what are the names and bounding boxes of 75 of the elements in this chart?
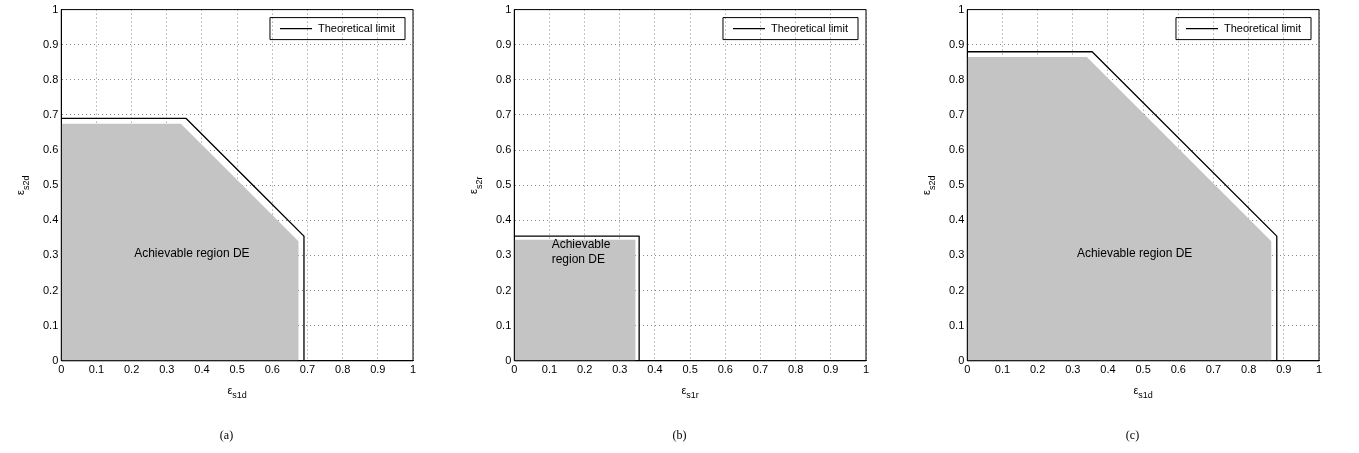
- y-tick-label: 0.3: [948, 248, 965, 261]
- y-tick-label: 0.2: [495, 283, 512, 296]
- y-tick-label: 0.1: [948, 318, 965, 331]
- y-tick-label: 1: [505, 2, 512, 15]
- x-tick-label: 0.4: [194, 363, 210, 376]
- x-tick-label: 0.5: [1135, 363, 1151, 376]
- x-tick-label: 1: [862, 363, 870, 376]
- y-tick-label: 1: [958, 2, 965, 15]
- y-tick-label: 0.3: [42, 248, 59, 261]
- x-tick-label: 0.2: [576, 363, 593, 376]
- x-tick-label: 0.8: [1241, 363, 1257, 376]
- y-tick-label: 0.4: [495, 213, 512, 226]
- y-tick-label: 0: [958, 353, 965, 366]
- y-tick-label: 0.6: [495, 143, 512, 156]
- x-tick-label: 0.8: [335, 363, 351, 376]
- y-tick-label: 0.9: [495, 37, 512, 50]
- annotation: Achievable region DE: [1076, 245, 1193, 260]
- y-tick-label: 0.4: [948, 213, 965, 226]
- text: (a): [218, 428, 235, 443]
- y-tick-label: 0.8: [948, 72, 965, 85]
- y-tick-label: 0.7: [42, 107, 59, 120]
- y-tick-label: 0.9: [948, 37, 965, 50]
- x-tick-label: 0.5: [682, 363, 698, 376]
- x-tick-label: 0.1: [88, 363, 105, 376]
- x-tick-label: 0.6: [264, 363, 280, 376]
- x-tick-label: 0.4: [647, 363, 663, 376]
- legend-label: Theoretical limit: [317, 21, 396, 34]
- x-tick-label: 0.1: [541, 363, 558, 376]
- y-tick-label: 0.8: [495, 72, 512, 85]
- y-tick-label: 0.6: [42, 143, 59, 156]
- y-tick-label: 0.8: [42, 72, 59, 85]
- y-tick-label: 1: [52, 2, 59, 15]
- x-tick-label: 0.7: [299, 363, 316, 376]
- y-axis-title: εs2r: [467, 176, 484, 194]
- y-tick-label: 0.9: [42, 37, 59, 50]
- annotation: Achievable region DE: [134, 245, 250, 260]
- x-tick-label: 0.3: [1065, 363, 1081, 376]
- x-tick-label: 0.2: [123, 363, 140, 376]
- annotation: Achievable region DE: [551, 236, 611, 266]
- x-tick-label: 0.9: [370, 363, 386, 376]
- x-tick-label: 0.9: [823, 363, 839, 376]
- x-tick-label: 0.4: [1100, 363, 1116, 376]
- y-tick-label: 0.6: [948, 143, 965, 156]
- x-tick-label: 0.9: [1276, 363, 1292, 376]
- legend-label: Theoretical limit: [770, 21, 849, 34]
- y-tick-label: 0.2: [42, 283, 59, 296]
- y-tick-label: 0.1: [495, 318, 512, 331]
- y-tick-label: 0.2: [948, 283, 965, 296]
- y-tick-label: 0.5: [948, 178, 965, 191]
- x-tick-label: 0.7: [1205, 363, 1222, 376]
- x-tick-label: 0.7: [752, 363, 769, 376]
- y-tick-label: 0.7: [948, 107, 965, 120]
- y-tick-label: 0.7: [495, 107, 512, 120]
- y-tick-label: 0.3: [495, 248, 512, 261]
- x-tick-label: 0.1: [994, 363, 1011, 376]
- x-tick-label: 1: [1315, 363, 1323, 376]
- y-tick-label: 0.1: [42, 318, 59, 331]
- x-tick-label: 0.8: [788, 363, 804, 376]
- y-tick-label: 0.5: [495, 178, 512, 191]
- y-tick-label: 0: [52, 353, 59, 366]
- legend-label: Theoretical limit: [1223, 21, 1302, 34]
- x-tick-label: 0.3: [612, 363, 628, 376]
- x-tick-label: 0.2: [1029, 363, 1046, 376]
- text: (b): [671, 428, 688, 443]
- x-tick-label: 0.3: [159, 363, 175, 376]
- y-axis-title: εs2d: [14, 175, 31, 195]
- x-tick-label: 0.6: [1170, 363, 1186, 376]
- x-tick-label: 0.5: [229, 363, 245, 376]
- x-tick-label: 1: [409, 363, 417, 376]
- y-tick-label: 0.4: [42, 213, 59, 226]
- text: (c): [1124, 428, 1141, 443]
- x-tick-label: 0.6: [717, 363, 733, 376]
- y-axis-title: εs2d: [920, 175, 937, 195]
- y-tick-label: 0.5: [42, 178, 59, 191]
- y-tick-label: 0: [505, 353, 512, 366]
